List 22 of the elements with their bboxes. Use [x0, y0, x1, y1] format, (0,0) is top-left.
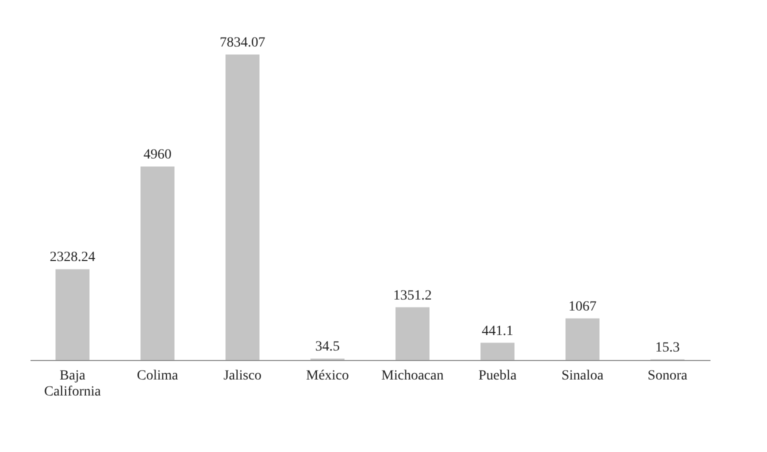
data-label: 1351.2: [393, 288, 432, 304]
bar: [566, 318, 600, 360]
x-tick-label: Michoacan: [381, 368, 444, 384]
data-label: 4960: [144, 148, 172, 163]
bar: [226, 54, 260, 360]
data-label: 441.1: [482, 324, 514, 339]
x-tick-label: Puebla: [478, 368, 518, 384]
data-label: 1067: [568, 299, 596, 314]
x-tick-label: Sonora: [648, 368, 688, 384]
data-label: 2328.24: [50, 250, 96, 266]
x-tick-label: Jalisco: [223, 368, 262, 384]
bar: [480, 342, 514, 360]
x-tick-label: Baja California: [44, 368, 102, 400]
x-tick-label: Colima: [136, 368, 179, 384]
x-tick-label: Sinaloa: [562, 368, 604, 384]
bar: [140, 166, 174, 360]
data-label: 15.3: [655, 340, 680, 356]
data-label: 7834.07: [220, 35, 266, 50]
bar: [396, 307, 430, 360]
data-label: 34.5: [315, 340, 340, 355]
x-tick-label: México: [306, 368, 349, 384]
bar: [56, 269, 90, 360]
